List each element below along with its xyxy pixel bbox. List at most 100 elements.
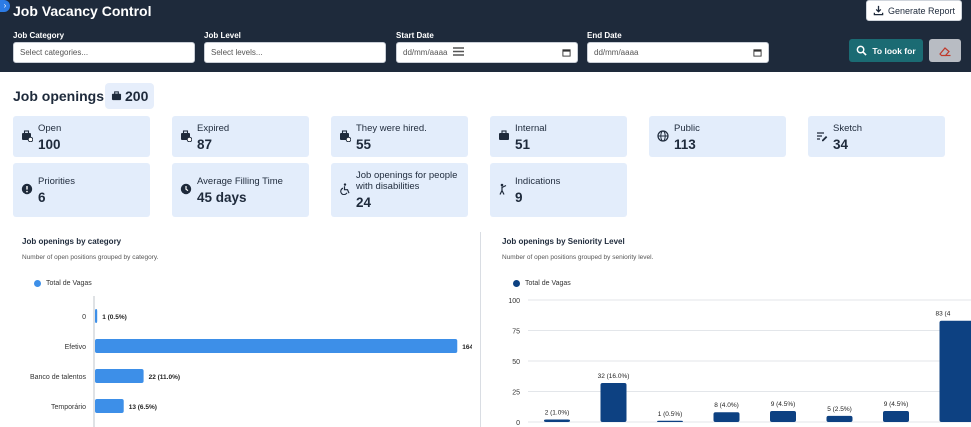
search-button[interactable]: To look for <box>849 39 923 62</box>
card-label: Expired <box>197 123 230 134</box>
job-category-select[interactable]: Select categories... <box>13 42 195 63</box>
card-label: Priorities <box>38 176 75 187</box>
card-open: Open 100 <box>13 116 150 157</box>
card-priorities: Priorities 6 <box>13 163 150 217</box>
referral-icon <box>499 183 507 195</box>
card-label: Sketch <box>833 123 863 134</box>
card-sketch: Sketch 34 <box>808 116 945 157</box>
job-category-placeholder: Select categories... <box>20 48 89 57</box>
bar-data-label: 22 (11.0%) <box>149 374 180 381</box>
card-internal: Internal 51 <box>490 116 627 157</box>
briefcase-check-icon <box>340 130 351 142</box>
draft-icon <box>817 132 828 142</box>
download-icon <box>873 5 884 16</box>
legend-label: Total de Vagas <box>525 280 571 287</box>
bar-data-label: 83 (4 <box>936 311 951 318</box>
card-label: Internal <box>515 123 547 134</box>
category-tick-label: Efetivo <box>65 344 87 351</box>
chart-subtitle: Number of open positions grouped by cate… <box>22 254 159 261</box>
category-chart-legend[interactable]: Total de Vagas <box>34 280 92 287</box>
start-date-filter: Start Date dd/mm/aaaa <box>396 31 578 63</box>
legend-dot <box>34 280 41 287</box>
job-category-filter: Job Category Select categories... <box>13 31 195 63</box>
sidebar-toggle-chevron-icon[interactable]: › <box>0 0 10 12</box>
seniority-bar[interactable] <box>600 382 627 422</box>
accessibility-icon <box>340 183 350 195</box>
bar-data-label: 8 (4.0%) <box>714 402 739 409</box>
alert-icon <box>21 183 33 195</box>
card-value: 113 <box>674 137 696 152</box>
panel-divider <box>480 232 481 427</box>
briefcase-icon <box>499 130 509 140</box>
chart-menu-icon[interactable] <box>453 47 464 56</box>
seniority-chart-panel: Job openings by Seniority Level Number o… <box>502 230 971 427</box>
seniority-bar[interactable] <box>826 415 853 422</box>
card-label: Indications <box>515 176 561 187</box>
card-value: 55 <box>356 137 372 152</box>
card-public: Public 113 <box>649 116 786 157</box>
bar-data-label: 1 (0.5%) <box>102 314 127 321</box>
card-value: 51 <box>515 137 531 152</box>
seniority-bar[interactable] <box>939 320 971 422</box>
category-tick-label: Temporário <box>51 404 86 411</box>
card-value: 34 <box>833 137 849 152</box>
header-bar: › Job Vacancy Control Generate Report Jo… <box>0 0 971 72</box>
end-date-input[interactable]: dd/mm/aaaa <box>587 42 769 63</box>
legend-label: Total de Vagas <box>46 280 92 287</box>
seniority-bar[interactable] <box>657 420 683 422</box>
y-tick-label: 100 <box>508 298 520 305</box>
end-date-value: dd/mm/aaaa <box>594 48 639 57</box>
seniority-bar-chart: 0 25 50 75 100 2 (1.0%) 32 (16.0%) 1 (0.5%) 8 (4… <box>508 298 971 427</box>
start-date-input[interactable]: dd/mm/aaaa <box>396 42 578 63</box>
card-label: Open <box>38 123 62 134</box>
openings-total-value: 200 <box>125 88 149 104</box>
card-value: 9 <box>515 190 523 205</box>
seniority-bar[interactable] <box>770 411 796 422</box>
category-bar-chart: 0 1 (0.5%) Efetivo 164 (82.0%) Banco de tale… <box>30 296 472 427</box>
card-label: They were hired. <box>356 123 427 134</box>
generate-report-button[interactable]: Generate Report <box>866 0 962 21</box>
job-category-label: Job Category <box>13 31 65 40</box>
search-icon <box>857 45 868 56</box>
openings-total-badge: 200 <box>105 83 155 109</box>
app-title: Job Vacancy Control <box>13 3 152 19</box>
bar-data-label: 1 (0.5%) <box>658 411 683 418</box>
card-value: 100 <box>38 137 61 152</box>
job-level-placeholder: Select levels... <box>211 48 263 57</box>
clear-filters-button[interactable] <box>929 39 961 62</box>
y-tick-label: 75 <box>512 329 520 336</box>
start-date-value: dd/mm/aaaa <box>403 48 448 57</box>
chart-title: Job openings by Seniority Level <box>502 237 625 246</box>
seniority-bar[interactable] <box>883 411 909 422</box>
bar-data-label: 13 (6.5%) <box>129 404 157 411</box>
seniority-bar[interactable] <box>713 412 740 422</box>
globe-icon <box>657 130 669 142</box>
category-bar[interactable] <box>95 339 458 353</box>
end-date-label: End Date <box>587 31 622 40</box>
seniority-chart-legend[interactable]: Total de Vagas <box>513 280 571 287</box>
job-level-filter: Job Level Select levels... <box>204 31 386 63</box>
clock-icon <box>180 183 192 195</box>
calendar-icon[interactable] <box>753 48 762 57</box>
category-bar[interactable] <box>95 399 124 413</box>
y-tick-label: 0 <box>516 420 520 427</box>
openings-title: Job openings: <box>13 88 109 104</box>
start-date-label: Start Date <box>396 31 434 40</box>
bar-data-label: 9 (4.5%) <box>884 401 909 408</box>
y-tick-label: 25 <box>512 390 520 397</box>
legend-dot <box>513 280 520 287</box>
job-level-select[interactable]: Select levels... <box>204 42 386 63</box>
briefcase-icon <box>111 91 122 101</box>
seniority-bar[interactable] <box>544 419 570 422</box>
end-date-filter: End Date dd/mm/aaaa <box>587 31 769 63</box>
card-average-filling-time: Average Filling Time 45 days <box>172 163 309 217</box>
card-value: 87 <box>197 137 213 152</box>
category-chart-panel: Job openings by category Number of open … <box>22 230 474 427</box>
y-tick-label: 50 <box>512 359 520 366</box>
calendar-icon[interactable] <box>562 48 571 57</box>
bar-data-label: 5 (2.5%) <box>827 406 852 413</box>
category-bar[interactable] <box>95 309 98 323</box>
category-bar[interactable] <box>95 369 144 383</box>
bar-data-label: 9 (4.5%) <box>771 401 796 408</box>
